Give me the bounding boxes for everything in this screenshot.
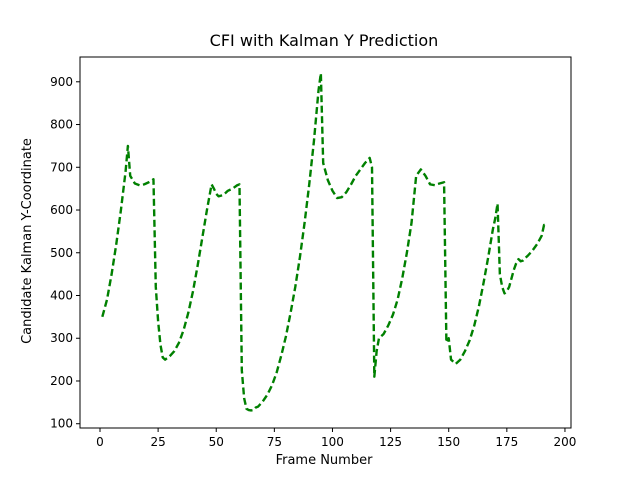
x-axis-label: Frame Number — [276, 453, 374, 468]
x-tick-label: 125 — [379, 435, 402, 449]
y-tick-label: 100 — [50, 417, 73, 431]
axis-ticks: 0 25 50 75 100 125 150 175 200 100 200 300 400 500 600… — [50, 75, 576, 449]
x-tick-label: 25 — [150, 435, 165, 449]
series-line — [101, 72, 548, 412]
y-tick-label: 200 — [50, 374, 73, 388]
x-tick-label: 0 — [96, 435, 104, 449]
y-tick-label: 800 — [50, 118, 73, 132]
x-tick-label: 175 — [495, 435, 518, 449]
y-tick-label: 600 — [50, 203, 73, 217]
x-tick-label: 200 — [554, 435, 577, 449]
y-tick-label: 900 — [50, 75, 73, 89]
x-tick-label: 50 — [209, 435, 224, 449]
y-tick-label: 400 — [50, 289, 73, 303]
y-axis-label: Candidate Kalman Y-Coordinate — [20, 138, 35, 344]
chart-title: CFI with Kalman Y Prediction — [210, 31, 439, 50]
x-tick-label: 100 — [321, 435, 344, 449]
y-tick-label: 500 — [50, 246, 73, 260]
y-tick-label: 700 — [50, 160, 73, 174]
x-tick-label: 75 — [267, 435, 282, 449]
x-tick-label: 150 — [437, 435, 460, 449]
plot-frame — [79, 56, 572, 429]
y-tick-label: 300 — [50, 331, 73, 345]
